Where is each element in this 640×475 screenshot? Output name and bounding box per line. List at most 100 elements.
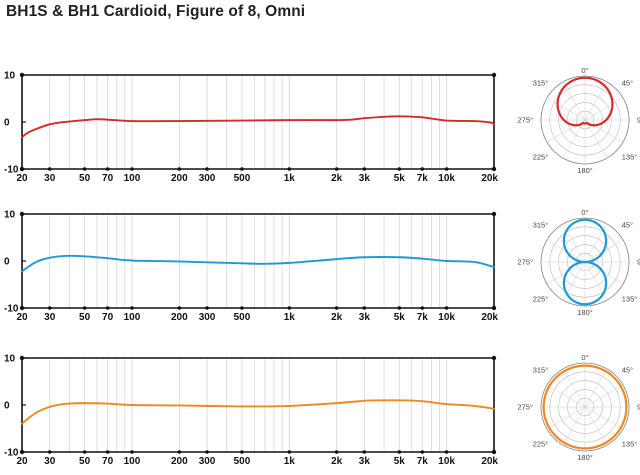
polar-pattern-omni: 0° 45° 90° 135° 180° 225° 275° 315° xyxy=(517,353,640,462)
polar-spoke xyxy=(584,384,624,408)
x-tick-label: 500 xyxy=(234,312,251,323)
polar-spoke xyxy=(584,406,608,446)
x-tick-label: 5k xyxy=(394,173,406,184)
polar-angle-label: 45° xyxy=(622,366,633,375)
polar-angle-label: 315° xyxy=(533,366,549,375)
x-tick xyxy=(397,167,402,171)
x-tick xyxy=(177,450,182,454)
polar-spoke xyxy=(584,119,608,159)
x-tick-label: 2k xyxy=(331,312,343,323)
polar-angle-label: 225° xyxy=(533,152,549,161)
axis-corner-dot xyxy=(491,305,497,311)
y-tick-label: -10 xyxy=(4,304,19,315)
polar-angle-label: 180° xyxy=(577,453,593,462)
x-tick-label: 10k xyxy=(438,456,455,467)
x-tick xyxy=(47,306,52,310)
x-tick-label: 20 xyxy=(16,456,28,467)
x-tick-label: 200 xyxy=(171,312,188,323)
x-tick-label: 50 xyxy=(79,312,91,323)
polar-spoke xyxy=(584,368,608,408)
x-tick xyxy=(205,450,209,454)
polar-spoke xyxy=(584,119,624,143)
x-tick-label: 5k xyxy=(394,312,406,323)
polar-angle-label: 180° xyxy=(577,308,593,317)
x-tick-label: 20k xyxy=(481,456,498,467)
x-tick-label: 70 xyxy=(102,312,114,323)
x-tick xyxy=(47,450,52,454)
polar-angle-label: 0° xyxy=(581,66,588,75)
x-tick xyxy=(82,450,87,454)
response-curve-omni xyxy=(21,399,495,425)
x-tick xyxy=(82,306,87,310)
polar-angle-label: 0° xyxy=(581,208,588,217)
polar-curve xyxy=(556,76,614,127)
x-tick-label: 10k xyxy=(438,173,455,184)
x-tick xyxy=(105,306,110,310)
x-tick-label: 200 xyxy=(171,173,188,184)
y-tick-label: 0 xyxy=(4,401,10,412)
axis-corner-dot xyxy=(491,166,497,172)
x-tick xyxy=(287,167,292,171)
x-tick xyxy=(362,306,367,310)
x-tick xyxy=(420,167,425,171)
x-tick-label: 300 xyxy=(199,312,216,323)
polar-angle-label: 225° xyxy=(533,294,549,303)
polar-angle-label: 315° xyxy=(533,221,549,230)
polar-angle-label: 135° xyxy=(622,152,638,161)
x-tick xyxy=(362,167,367,171)
x-tick xyxy=(420,306,425,310)
page-title: BH1S & BH1 Cardioid, Figure of 8, Omni xyxy=(6,3,306,20)
x-tick-label: 2k xyxy=(331,173,343,184)
y-tick-label: -10 xyxy=(4,165,19,176)
x-tick-label: 7k xyxy=(417,456,429,467)
x-tick xyxy=(444,167,449,171)
x-tick-label: 500 xyxy=(234,173,251,184)
x-tick xyxy=(240,450,244,454)
x-tick xyxy=(334,306,339,310)
x-tick xyxy=(177,167,182,171)
x-tick xyxy=(205,167,209,171)
x-tick xyxy=(397,450,402,454)
axis-corner-dot xyxy=(491,449,497,455)
polar-angle-label: 275° xyxy=(517,403,533,412)
x-tick xyxy=(334,167,339,171)
x-tick-label: 20 xyxy=(16,173,28,184)
polar-angle-label: 135° xyxy=(622,439,638,448)
response-curve-cardioid xyxy=(21,115,495,138)
x-tick xyxy=(205,306,209,310)
polar-angle-label: 90° xyxy=(637,403,640,412)
y-tick-label: 0 xyxy=(4,257,10,268)
y-tick-label: 10 xyxy=(4,210,16,221)
polar-spoke xyxy=(562,81,586,121)
x-tick xyxy=(240,306,244,310)
x-tick-label: 300 xyxy=(199,456,216,467)
polar-spoke xyxy=(584,406,624,430)
polar-angle-label: 275° xyxy=(517,116,533,125)
polar-angle-label: 315° xyxy=(533,79,549,88)
x-tick-label: 70 xyxy=(102,456,114,467)
x-tick-label: 30 xyxy=(44,173,56,184)
polar-spoke xyxy=(562,119,586,159)
x-tick-label: 20k xyxy=(481,173,498,184)
x-tick xyxy=(47,167,52,171)
x-tick xyxy=(177,306,182,310)
x-tick-label: 3k xyxy=(359,312,371,323)
x-tick-label: 3k xyxy=(359,173,371,184)
polar-angle-label: 225° xyxy=(533,439,549,448)
x-tick-label: 100 xyxy=(124,456,141,467)
axis-corner-dot xyxy=(491,211,497,217)
x-tick xyxy=(105,450,110,454)
x-tick-label: 30 xyxy=(44,312,56,323)
x-tick xyxy=(287,306,292,310)
polar-spoke xyxy=(562,406,586,446)
polar-spoke xyxy=(546,384,586,408)
x-tick xyxy=(362,450,367,454)
polar-angle-label: 275° xyxy=(517,258,533,267)
polar-angle-label: 45° xyxy=(622,79,633,88)
polar-angle-label: 90° xyxy=(637,258,640,267)
x-tick-label: 100 xyxy=(124,173,141,184)
x-tick xyxy=(130,306,134,310)
